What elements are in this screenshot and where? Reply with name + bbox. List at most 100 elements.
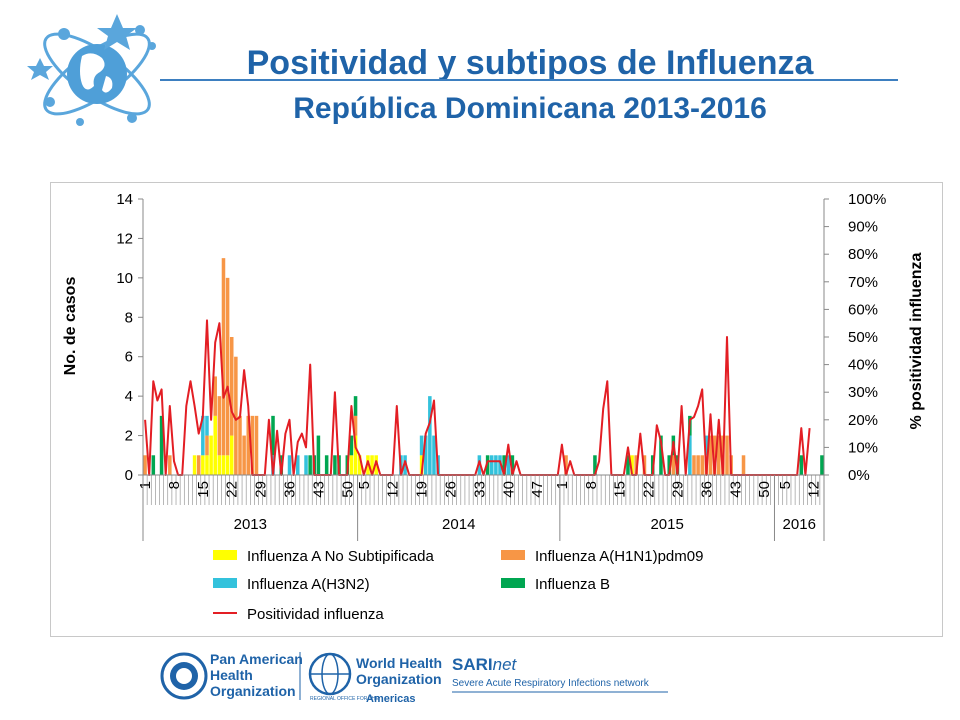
x-tick-label: 8 <box>166 481 183 489</box>
bar-flu_b <box>659 435 663 475</box>
bar-h1n1 <box>700 455 705 475</box>
bar-flu_b <box>333 455 337 475</box>
x-tick-label: 29 <box>669 481 686 498</box>
legend-label-positivity: Positividad influenza <box>247 606 384 623</box>
y2-tick-label: 40% <box>848 357 878 374</box>
bar-no_subtype <box>201 455 205 475</box>
bar-no_subtype <box>213 415 217 475</box>
sarinet-logo-name: SARI <box>452 655 493 674</box>
bar-h1n1 <box>671 455 676 475</box>
bar-h3n2 <box>201 415 205 456</box>
x-tick-label: 15 <box>612 481 629 498</box>
y-axis-right: 0% 10% 20% 30% 40% 50% 60% 70% 80% 90% 100% <box>823 191 886 484</box>
bars-layer <box>143 258 824 475</box>
bar-h3n2 <box>423 435 428 475</box>
x-tick-label: 36 <box>698 481 715 498</box>
bar-h3n2 <box>419 435 424 456</box>
bar-h1n1 <box>225 277 230 456</box>
x-axis: 1 8 15 22 29 36 43 50 5 12 19 26 33 40 47 1 8 15 22 29 36 43 5… <box>137 474 825 541</box>
y2-tick-label: 50% <box>848 329 878 346</box>
y-tick-label: 4 <box>125 388 133 405</box>
bar-h3n2 <box>489 455 494 475</box>
bar-h3n2 <box>205 415 209 436</box>
year-label: 2014 <box>442 516 475 533</box>
paho-name-line1: Pan American <box>210 651 303 667</box>
y2-tick-label: 0% <box>848 467 870 484</box>
x-tick-label: 5 <box>356 481 373 489</box>
bar-h3n2 <box>304 455 308 475</box>
bar-flu_b <box>316 435 321 475</box>
paho-globe-logo <box>27 14 156 126</box>
bar-flu_b <box>667 455 671 475</box>
legend-swatch-h1n1 <box>501 550 525 560</box>
bar-h1n1 <box>229 337 234 436</box>
bar-flu_b <box>485 455 490 475</box>
bar-no_subtype <box>205 455 209 475</box>
y-tick-label: 14 <box>116 191 133 208</box>
bar-h1n1 <box>250 415 255 475</box>
bar-h3n2 <box>432 435 436 475</box>
y-tick-label: 12 <box>116 230 133 247</box>
bar-no_subtype <box>366 455 370 475</box>
y2-tick-label: 60% <box>848 301 878 318</box>
bar-no_subtype <box>374 455 378 475</box>
bar-flu_b <box>324 455 329 475</box>
bar-flu_b <box>799 455 804 475</box>
bar-h3n2 <box>494 455 498 475</box>
x-tick-label: 15 <box>195 481 212 498</box>
bar-h3n2 <box>428 396 432 475</box>
legend-label-h1n1: Influenza A(H1N1)pdm09 <box>535 548 703 565</box>
x-tick-label: 33 <box>471 481 488 498</box>
x-tick-label: 8 <box>583 481 600 489</box>
bar-h3n2 <box>506 455 511 475</box>
x-tick-label: 1 <box>137 481 154 489</box>
y-tick-label: 8 <box>125 309 133 326</box>
bar-flu_b <box>820 455 824 475</box>
bar-h1n1 <box>242 435 246 475</box>
x-tick-label: 26 <box>442 481 459 498</box>
x-tick-label: 12 <box>385 481 402 498</box>
bar-no_subtype <box>370 455 374 475</box>
bar-h3n2 <box>704 435 709 456</box>
bar-h1n1 <box>234 356 238 475</box>
chart-legend: Influenza A No Subtipificada Influenza A(… <box>213 548 703 623</box>
bar-flu_b <box>626 455 630 475</box>
x-tick-label: 19 <box>414 481 431 498</box>
x-tick-label: 47 <box>529 481 546 498</box>
y2-tick-label: 10% <box>848 439 878 456</box>
bar-h1n1 <box>741 455 746 475</box>
bar-h1n1 <box>353 415 358 436</box>
influenza-chart: 1 8 15 22 29 36 43 50 5 12 19 26 33 40 47 1 8 15 22 29 36 43 5… <box>62 191 925 623</box>
y2-tick-label: 100% <box>848 191 886 208</box>
bar-flu_b <box>593 455 597 475</box>
who-emblem-icon <box>308 652 352 696</box>
bar-flu_b <box>349 435 354 456</box>
x-tick-label: 5 <box>777 481 794 489</box>
bar-h1n1 <box>221 258 226 456</box>
bar-h1n1 <box>254 415 259 475</box>
bar-flu_b <box>510 455 515 475</box>
paho-name-line2: Health <box>210 667 253 683</box>
x-tick-label: 50 <box>339 481 356 498</box>
who-americas-label: Americas <box>366 693 416 704</box>
svg-text:SARInet: SARInet <box>452 655 518 674</box>
y2-tick-label: 20% <box>848 412 878 429</box>
x-tick-label: 40 <box>500 481 517 498</box>
paho-name-line3: Organization <box>210 683 296 699</box>
bar-h1n1 <box>692 455 696 475</box>
bar-no_subtype <box>192 455 197 475</box>
bar-h1n1 <box>217 396 222 456</box>
x-tick-label: 22 <box>224 481 241 498</box>
bar-h1n1 <box>725 435 729 475</box>
legend-swatch-flu_b <box>501 578 525 588</box>
y2-axis-label: % positividad influenza <box>908 252 925 429</box>
legend-label-flu_b: Influenza B <box>535 576 610 593</box>
bar-flu_b <box>353 396 358 416</box>
bar-no_subtype <box>209 435 213 475</box>
bar-h1n1 <box>712 435 717 475</box>
bar-no_subtype <box>217 455 222 475</box>
x-tick-label: 12 <box>806 481 823 498</box>
bar-no_subtype <box>221 455 226 475</box>
bar-no_subtype <box>229 435 234 475</box>
bar-no_subtype <box>630 455 634 475</box>
